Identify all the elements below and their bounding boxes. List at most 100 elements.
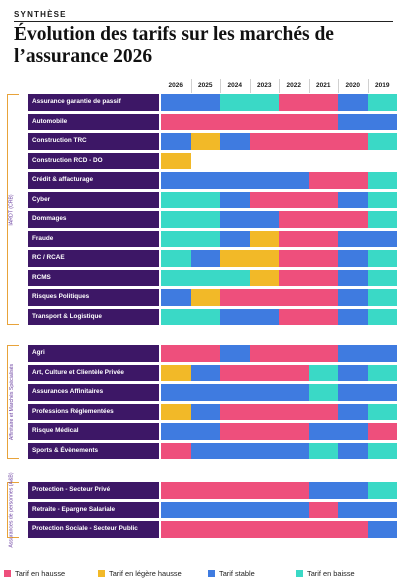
tariff-cell [279, 403, 309, 420]
tariff-cell [338, 269, 368, 286]
tariff-cell [308, 133, 338, 150]
market-row: Protection Sociale - Secteur Public [28, 521, 397, 538]
tariff-cell [367, 172, 397, 189]
tariff-cell [279, 250, 309, 267]
market-row: RCMS [28, 269, 397, 286]
tariff-cell [220, 521, 250, 538]
tariff-cell [249, 191, 279, 208]
tariff-cell [279, 289, 309, 306]
market-label: Agri [28, 345, 159, 362]
header-divider [367, 79, 369, 93]
tariff-cell [190, 133, 220, 150]
market-label: Art, Culture et Clientèle Privée [28, 364, 159, 381]
market-row: Construction TRC [28, 133, 397, 150]
tariff-cell [161, 230, 191, 247]
market-row: Art, Culture et Clientèle Privée [28, 364, 397, 381]
year-header: 2026 [168, 82, 183, 89]
tariff-cell [220, 308, 250, 325]
tariff-cell [190, 384, 220, 401]
market-row: Automobile [28, 113, 397, 130]
tariff-cell [161, 308, 191, 325]
tariff-cell [190, 345, 220, 362]
header-divider [249, 79, 251, 93]
market-row: Dommages [28, 211, 397, 228]
market-row: Risques Politiques [28, 289, 397, 306]
tariff-cell [279, 113, 309, 130]
tariff-cell [338, 152, 368, 169]
legend-item: Tarif en baisse [296, 569, 355, 578]
market-label: RC / RCAE [28, 250, 159, 267]
market-label: RCMS [28, 269, 159, 286]
tariff-cell [220, 403, 250, 420]
tariff-cell [279, 152, 309, 169]
tariff-cell [161, 482, 191, 499]
tariff-cell [220, 230, 250, 247]
tariff-cell [161, 133, 191, 150]
tariff-cell [249, 152, 279, 169]
tariff-cell [308, 94, 338, 111]
tariff-cell [338, 403, 368, 420]
tariff-cell [190, 501, 220, 518]
tariff-cell [367, 230, 397, 247]
tariff-cell [308, 501, 338, 518]
market-label: Automobile [28, 113, 159, 130]
group-label-text: Affinitaire et Marchés Spécialisés [9, 363, 15, 441]
header-divider [220, 79, 221, 93]
tariff-cell [308, 113, 338, 130]
tariff-cell [338, 113, 368, 130]
tariff-cell [308, 172, 338, 189]
tariff-cell [367, 308, 397, 325]
tariff-cell [190, 308, 220, 325]
tariff-cell [338, 364, 368, 381]
group-label: Affinitaire et Marchés Spécialisés [4, 345, 20, 459]
year-header: 2022 [286, 82, 301, 89]
tariff-cell [161, 113, 191, 130]
tariff-cell [367, 423, 397, 440]
tariff-cell [367, 403, 397, 420]
market-row: Assurance garantie de passif [28, 94, 397, 111]
market-label: Sports & Évènements [28, 442, 159, 459]
legend-label: Tarif stable [219, 569, 255, 578]
legend-item: Tarif stable [208, 569, 255, 578]
market-row: Assurances Affinitaires [28, 384, 397, 401]
year-header: 2019 [375, 82, 390, 89]
tariff-cell [161, 521, 191, 538]
tariff-cell [161, 211, 191, 228]
tariff-cell [338, 191, 368, 208]
tariff-cell [338, 94, 368, 111]
tariff-cell [249, 442, 279, 459]
legend-label: Tarif en hausse [15, 569, 66, 578]
tariff-cell [220, 172, 250, 189]
tariff-cell [279, 191, 309, 208]
group-label-text: IARDT (CRB) [9, 193, 16, 226]
tariff-cell [367, 345, 397, 362]
tariff-cell [220, 250, 250, 267]
market-row: Cyber [28, 191, 397, 208]
tariff-cell [220, 364, 250, 381]
tariff-cell [367, 364, 397, 381]
legend-label: Tarif en baisse [307, 569, 355, 578]
year-header: 2023 [257, 82, 272, 89]
tariff-cell [190, 94, 220, 111]
tariff-cell [367, 211, 397, 228]
tariff-cell [338, 308, 368, 325]
tariff-cell [190, 521, 220, 538]
tariff-cell [249, 482, 279, 499]
tariff-cell [367, 501, 397, 518]
tariff-cell [279, 172, 309, 189]
market-row: Crédit & affacturage [28, 172, 397, 189]
tariff-cell [338, 172, 368, 189]
tariff-cell [190, 152, 220, 169]
tariff-cell [161, 403, 191, 420]
market-label: Construction RCD - DO [28, 152, 159, 169]
market-row: Retraite - Epargne Salariale [28, 501, 397, 518]
tariff-cell [279, 345, 309, 362]
tariff-cell [190, 403, 220, 420]
tariff-cell [308, 482, 338, 499]
tariff-cell [338, 133, 368, 150]
tariff-cell [249, 250, 279, 267]
tariff-cell [190, 113, 220, 130]
legend-item: Tarif en légère hausse [98, 569, 182, 578]
market-label: Assurance garantie de passif [28, 94, 159, 111]
tariff-cell [308, 211, 338, 228]
